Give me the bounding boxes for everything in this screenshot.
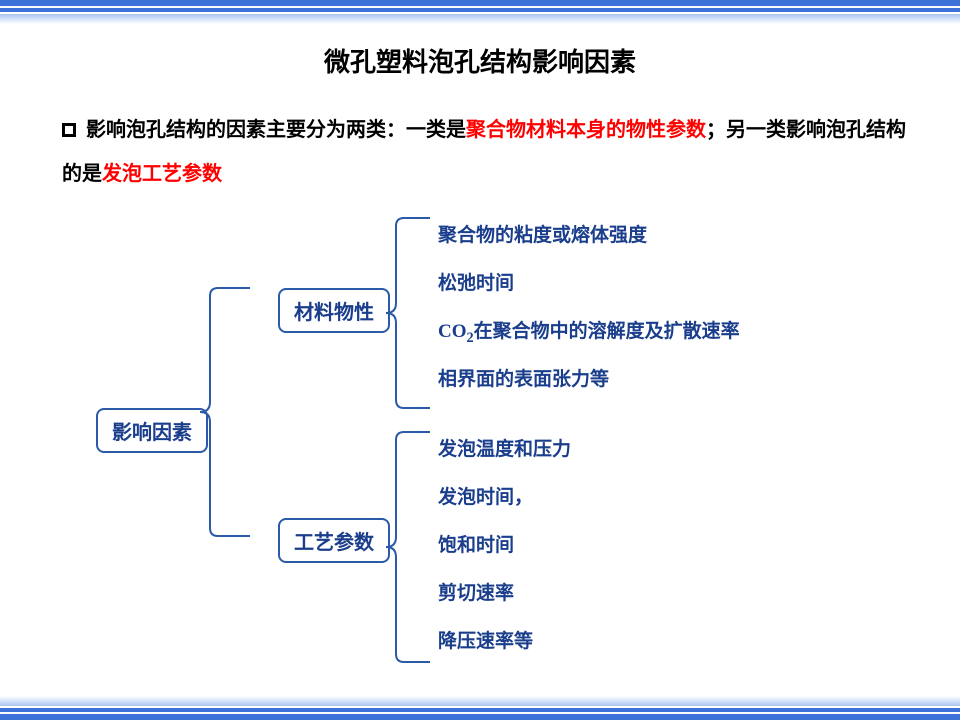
brace-connectors: [0, 0, 960, 720]
